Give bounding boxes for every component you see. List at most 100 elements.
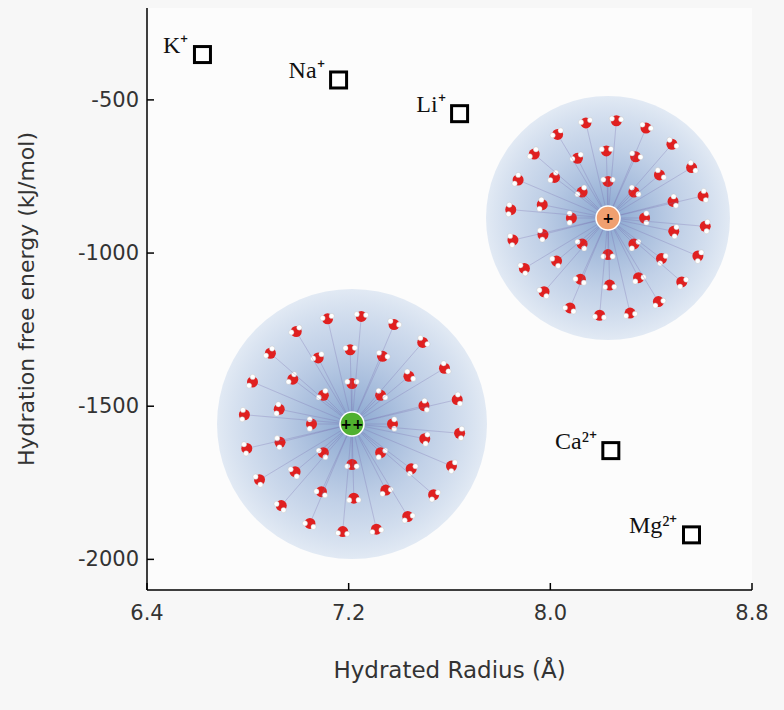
water-hydrogen: [667, 137, 672, 142]
water-hydrogen: [311, 524, 316, 529]
water-hydrogen: [510, 242, 515, 247]
water-hydrogen: [582, 185, 587, 190]
y-tick: [147, 405, 154, 407]
water-hydrogen: [322, 493, 327, 498]
water-hydrogen: [363, 312, 368, 317]
point-label: Ca²⁺: [555, 428, 597, 454]
ion-charge: +: [602, 210, 614, 226]
water-hydrogen: [573, 276, 578, 281]
water-hydrogen: [307, 417, 312, 422]
bond: [544, 218, 608, 292]
point-label: Na⁺: [289, 57, 325, 83]
water-hydrogen: [506, 212, 511, 217]
water-hydrogen: [610, 254, 615, 259]
water-hydrogen: [548, 177, 553, 182]
water-hydrogen: [274, 501, 279, 506]
water-hydrogen: [609, 116, 614, 121]
bond: [270, 353, 352, 424]
point-label: K⁺: [163, 32, 188, 58]
water-hydrogen: [508, 233, 513, 238]
water-hydrogen: [640, 122, 645, 127]
point-label: Li⁺: [416, 91, 445, 117]
water-hydrogen: [602, 284, 607, 289]
water-hydrogen: [286, 379, 291, 384]
x-tick-label: 6.4: [130, 601, 163, 625]
point-label: Mg²⁺: [629, 512, 678, 538]
point: [194, 47, 210, 63]
water-hydrogen: [277, 445, 282, 450]
water-hydrogen: [253, 474, 258, 479]
water-hydrogen: [610, 177, 615, 182]
water-hydrogen: [376, 455, 381, 460]
y-tick: [147, 559, 154, 561]
water-hydrogen: [537, 287, 542, 292]
water-hydrogen: [688, 160, 693, 165]
bond: [558, 134, 608, 218]
water-hydrogen: [638, 155, 643, 160]
water-hydrogen: [601, 177, 606, 182]
points: [194, 47, 699, 543]
bond: [600, 218, 608, 315]
bond: [608, 218, 705, 226]
y-tick-label: -1000: [78, 241, 139, 265]
water-hydrogen: [424, 407, 429, 412]
water-hydrogen: [329, 313, 334, 318]
water-hydrogen: [533, 147, 538, 152]
water-hydrogen: [446, 369, 451, 374]
water-hydrogen: [441, 361, 446, 366]
point: [452, 106, 468, 122]
water-hydrogen: [370, 529, 375, 534]
x-tick-label: 7.2: [332, 601, 365, 625]
water-hydrogen: [672, 234, 677, 239]
water-hydrogen: [601, 254, 606, 259]
water-hydrogen: [376, 350, 381, 355]
water-hydrogen: [701, 188, 706, 193]
water-hydrogen: [512, 181, 517, 186]
water-hydrogen: [418, 335, 423, 340]
water-hydrogen: [630, 151, 635, 156]
water-hydrogen: [653, 303, 658, 308]
bond: [608, 196, 703, 218]
water-hydrogen: [663, 253, 668, 258]
water-hydrogen: [240, 407, 245, 412]
water-hydrogen: [314, 489, 319, 494]
bond: [518, 180, 608, 218]
water-hydrogen: [388, 318, 393, 323]
water-hydrogen: [345, 464, 350, 469]
hydration-inset: +: [486, 96, 730, 340]
shell: [217, 289, 487, 559]
water-hydrogen: [527, 154, 532, 159]
water-hydrogen: [413, 464, 418, 469]
water-hydrogen: [410, 513, 415, 518]
water-hydrogen: [345, 531, 350, 536]
water-hydrogen: [587, 118, 592, 123]
water-hydrogen: [320, 315, 325, 320]
water-hydrogen: [556, 263, 561, 268]
shell: [486, 96, 730, 340]
water-hydrogen: [345, 379, 350, 384]
water-hydrogen: [703, 197, 708, 202]
water-hydrogen: [429, 497, 434, 502]
y-tick-label: -2000: [78, 547, 139, 571]
bond: [608, 218, 698, 256]
water-hydrogen: [518, 263, 523, 268]
water-hydrogen: [571, 309, 576, 314]
water-hydrogen: [411, 376, 416, 381]
bond: [352, 342, 423, 424]
water-hydrogen: [302, 521, 307, 526]
water-hydrogen: [655, 168, 660, 173]
water-hydrogen: [582, 246, 587, 251]
water-hydrogen: [458, 435, 463, 440]
bond: [352, 424, 376, 529]
y-axis-title: Hydration free energy (kJ/mol): [14, 132, 39, 466]
water-hydrogen: [385, 354, 390, 359]
x-axis: [147, 589, 752, 591]
water-hydrogen: [699, 250, 704, 255]
water-hydrogen: [274, 411, 279, 416]
water-hydrogen: [323, 388, 328, 393]
water-hydrogen: [405, 369, 410, 374]
water-hydrogen: [581, 280, 586, 285]
bond: [352, 368, 444, 424]
bond: [534, 154, 608, 218]
water-hydrogen: [425, 432, 430, 437]
